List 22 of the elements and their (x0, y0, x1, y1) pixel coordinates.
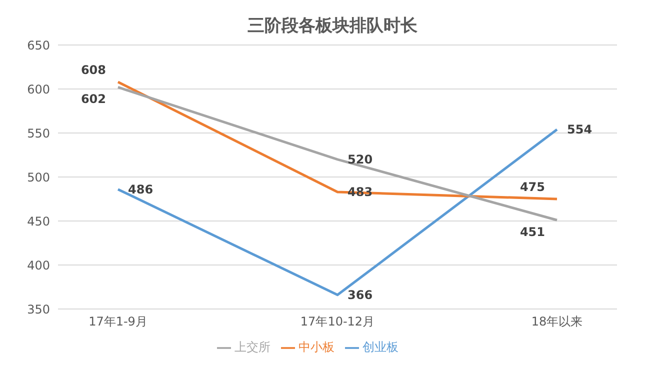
chart-title: 三阶段各板块排队时长 (246, 15, 418, 38)
legend-label: 上交所 (234, 340, 270, 354)
legend-label: 中小板 (298, 340, 334, 354)
x-tick-label: 17年10-12月 (300, 314, 375, 329)
data-label: 554 (567, 122, 592, 136)
y-tick-label: 600 (27, 82, 50, 96)
data-label: 608 (80, 62, 106, 77)
data-label: 366 (348, 288, 373, 302)
data-label: 520 (348, 152, 373, 166)
data-label: 451 (520, 225, 545, 240)
y-tick-label: 500 (27, 170, 50, 184)
data-label: 475 (520, 180, 545, 194)
data-label: 486 (128, 182, 154, 196)
data-label: 602 (80, 92, 106, 106)
y-tick-label: 450 (27, 214, 50, 228)
y-tick-label: 550 (27, 126, 50, 140)
x-tick-label: 17年1-9月 (88, 314, 148, 329)
y-tick-label: 350 (27, 302, 50, 316)
legend-label: 创业板 (362, 340, 398, 354)
x-tick-label: 18年以来 (531, 314, 583, 329)
y-tick-label: 400 (27, 258, 50, 272)
y-tick-label: 650 (27, 38, 50, 52)
